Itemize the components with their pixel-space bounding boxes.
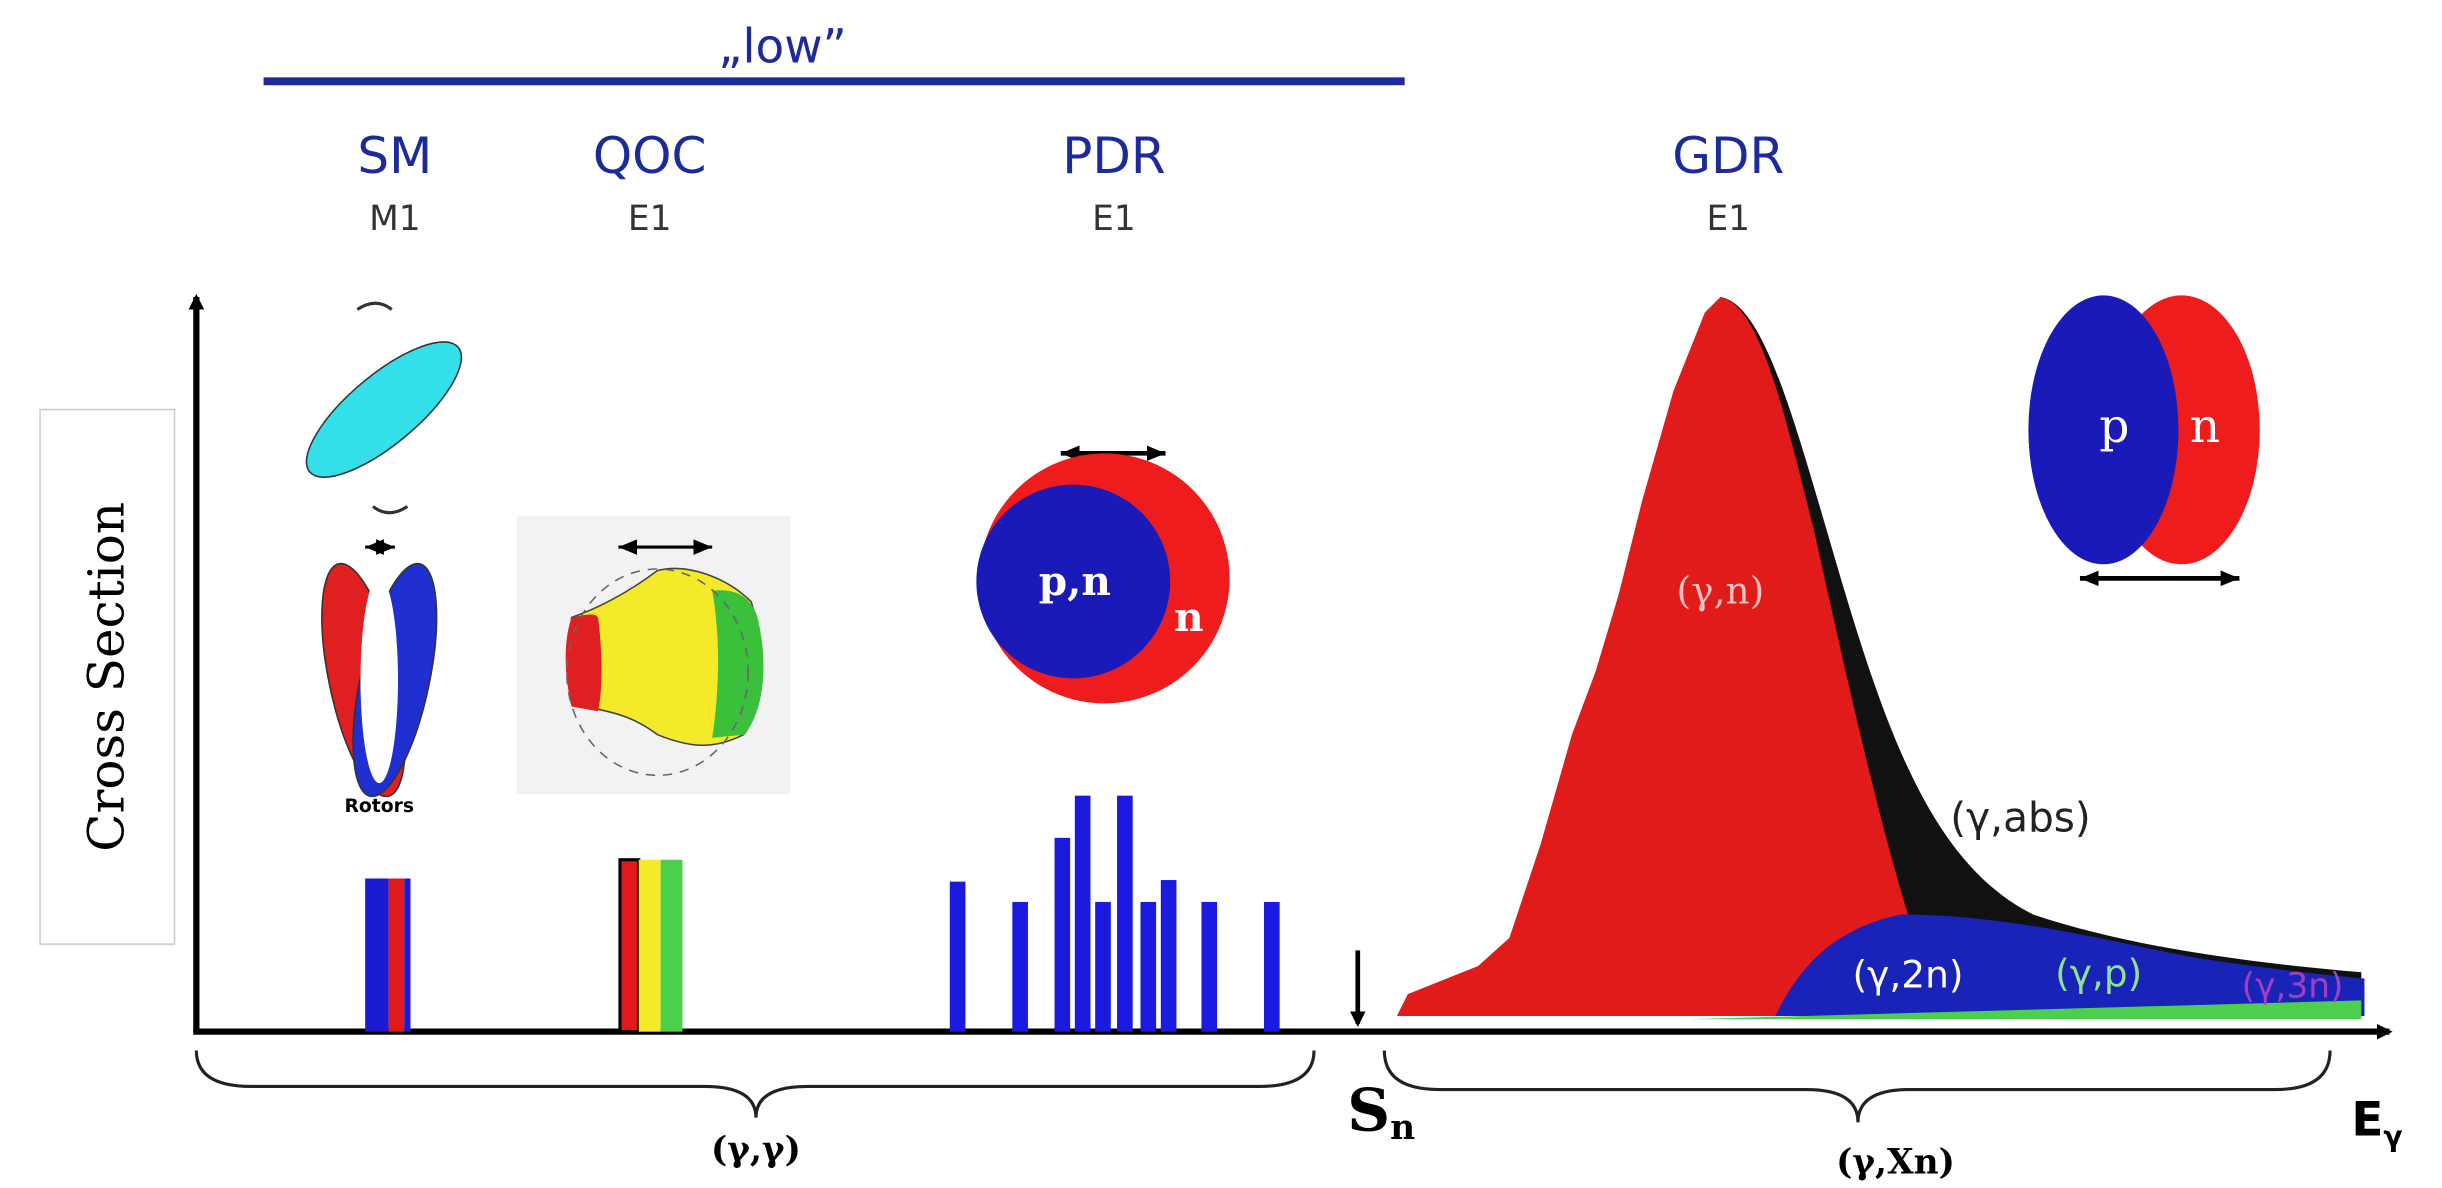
g2n-area: [1775, 914, 2365, 1017]
bar: [388, 878, 405, 1032]
pdr-core: [976, 484, 1171, 679]
bar: [1160, 880, 1177, 1032]
rotor-overlap: [360, 576, 398, 784]
y-axis-label: Cross Section: [77, 502, 135, 852]
x-axis-label: Eγ: [2351, 1092, 2402, 1153]
qoc-right: [712, 590, 764, 738]
channel-label: (γ,p): [2055, 951, 2142, 995]
channel-label: (γ,3n): [2242, 966, 2344, 1006]
channel-label: (γ,n): [1677, 569, 1765, 613]
x-label-sub: γ: [2383, 1120, 2402, 1153]
gdr-protons: [2028, 295, 2179, 565]
mode-name: SM: [357, 127, 432, 185]
rotor-ellipse: [305, 341, 463, 478]
pdr-core-label: p,n: [1039, 557, 1111, 605]
range-label: (γ,Xn): [1836, 1143, 1955, 1183]
bar: [638, 859, 661, 1032]
gp-area: [1689, 1000, 2362, 1020]
bar: [1054, 837, 1071, 1032]
mode-multipolarity: E1: [1092, 199, 1136, 239]
bar: [1201, 901, 1218, 1032]
rotation-arrow: [356, 301, 393, 311]
y-label-box: [39, 408, 176, 945]
gdr-n-label: n: [2190, 399, 2220, 454]
mode-multipolarity: E1: [628, 199, 672, 239]
gn-area: [1396, 297, 1909, 1017]
threshold-sub: n: [1390, 1108, 1415, 1148]
brace-high: [1382, 1050, 2332, 1123]
bar: [1095, 901, 1111, 1032]
bar: [1012, 901, 1028, 1032]
mode-name: QOC: [593, 127, 707, 185]
bar: [1263, 901, 1280, 1032]
sm-bars: [365, 878, 411, 1032]
mode-multipolarity: M1: [369, 199, 421, 239]
brace-low: [194, 1050, 1316, 1118]
channel-label: (γ,abs): [1950, 794, 2091, 842]
bar: [660, 859, 683, 1032]
pdr-skin-label: n: [1174, 593, 1204, 641]
gdr-p-label: p: [2099, 399, 2129, 454]
range-label: (γ,γ): [711, 1130, 801, 1170]
x-label-base: E: [2351, 1092, 2383, 1147]
bar: [404, 878, 411, 1032]
channel-label: (γ,2n): [1853, 952, 1964, 996]
mode-name: GDR: [1672, 127, 1784, 185]
pdr-bars: [949, 795, 1280, 1032]
rotation-arrow: [372, 505, 409, 515]
threshold-label: Sn: [1347, 1075, 1415, 1148]
bar: [365, 878, 389, 1032]
bar: [1117, 795, 1133, 1032]
qoc-bars: [618, 858, 683, 1034]
mode-name: PDR: [1062, 127, 1165, 185]
mode-multipolarity: E1: [1706, 199, 1750, 239]
bar: [1074, 795, 1091, 1032]
threshold-base: S: [1347, 1075, 1390, 1145]
rotors-label: Rotors: [344, 796, 414, 817]
qoc-left: [565, 614, 602, 712]
bar: [1140, 901, 1157, 1032]
qoc-outline: [566, 568, 749, 777]
bar: [618, 858, 641, 1034]
bar: [949, 881, 966, 1032]
low-title: „low”: [718, 20, 847, 75]
